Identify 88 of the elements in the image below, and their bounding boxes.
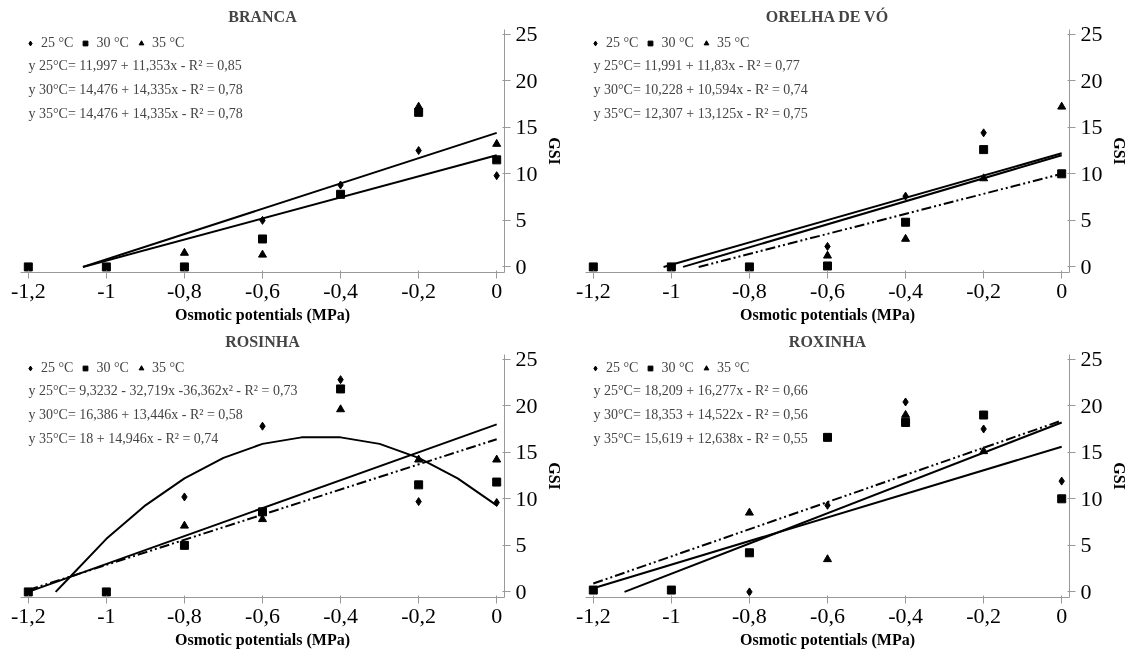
y-tick-label: 5 [1080,207,1092,233]
x-axis-title: Osmotic potentials (MPa) [174,630,351,649]
legend-label: 25 °C [606,35,639,51]
x-tick-label: -0,2 [966,277,1002,303]
x-tick-label: -0,8 [167,277,202,303]
x-axis-title: Osmotic potentials (MPa) [174,305,351,324]
x-tick-label: 0 [1056,277,1068,303]
x-tick-label: -0,8 [732,602,767,628]
y-axis-title: GSI [1110,137,1128,165]
x-tick-label: -0,2 [966,602,1002,628]
x-tick-label: -1 [662,277,681,303]
annotation: y 30°C= 10,228 + 10,594x - R² = 0,74 [593,81,808,97]
y-tick-label: 15 [515,439,538,465]
annotation: y 25°C= 9,3232 - 32,719x -36,362x² - R² = 0,73 [28,382,298,398]
x-tick-label: -1,2 [10,602,46,628]
y-tick-label: 20 [1080,392,1103,418]
x-tick-label: -0,2 [401,277,437,303]
legend-label: 35 °C [151,35,185,51]
annotation: y 25°C= 18,209 + 16,277x - R² = 0,66 [593,382,808,398]
annotation: y 35°C= 14,476 + 14,335x - R² = 0,78 [28,105,243,121]
annotation: y 30°C= 14,476 + 14,335x - R² = 0,78 [28,81,243,97]
x-tick-label: -1 [97,602,116,628]
chart-title: ROXINHA [788,332,867,350]
x-tick-label: -0,2 [401,602,437,628]
annotation: y 35°C= 15,619 + 12,638x - R² = 0,55 [593,430,808,446]
x-tick-label: -1 [97,277,116,303]
y-axis-title: GSI [545,462,563,490]
y-tick-label: 15 [1080,439,1103,465]
legend-label: 35 °C [151,360,185,376]
legend-label: 30 °C [661,35,694,51]
y-tick-label: 5 [515,207,527,233]
legend-label: 30 °C [96,360,129,376]
legend-label: 30 °C [96,35,129,51]
annotation: y 30°C= 18,353 + 14,522x - R² = 0,56 [593,406,808,422]
y-tick-label: 0 [515,578,527,604]
x-tick-label: -0,4 [888,602,923,628]
x-tick-label: -0,6 [245,602,280,628]
y-tick-label: 10 [1080,160,1103,186]
y-tick-label: 15 [1080,114,1103,140]
chart-title: BRANCA [228,7,298,25]
x-tick-label: -0,4 [323,277,358,303]
y-tick-label: 25 [1080,21,1103,47]
y-tick-label: 0 [1080,578,1092,604]
legend-label: 25 °C [606,360,639,376]
annotation: y 25°C= 11,997 + 11,353x - R² = 0,85 [28,57,242,73]
legend-label: 25 °C [41,35,74,51]
x-tick-label: -0,8 [167,602,202,628]
x-tick-label: -0,6 [810,602,845,628]
y-tick-label: 5 [1080,532,1092,558]
x-tick-label: -0,6 [245,277,280,303]
legend-label: 35 °C [716,35,750,51]
legend-label: 25 °C [41,360,74,376]
y-tick-label: 0 [515,253,527,279]
x-tick-label: -1,2 [575,277,611,303]
y-tick-label: 25 [515,346,538,372]
x-tick-label: -0,4 [323,602,358,628]
legend-label: 35 °C [716,360,750,376]
chart-title: ROSINHA [225,332,301,350]
x-tick-label: -1,2 [575,602,611,628]
y-tick-label: 20 [1080,67,1103,93]
x-tick-label: 0 [491,277,503,303]
y-tick-label: 15 [515,114,538,140]
annotation: y 25°C= 11,991 + 11,83x - R² = 0,77 [593,57,800,73]
x-tick-label: -0,4 [888,277,923,303]
annotation: y 35°C= 18 + 14,946x - R² = 0,74 [28,430,219,446]
y-tick-label: 20 [515,67,538,93]
x-axis-title: Osmotic potentials (MPa) [739,630,916,649]
y-tick-label: 25 [1080,346,1103,372]
y-tick-label: 0 [1080,253,1092,279]
y-tick-label: 10 [515,485,538,511]
x-tick-label: 0 [491,602,503,628]
y-tick-label: 5 [515,532,527,558]
x-tick-label: -1 [662,602,681,628]
x-tick-label: -0,6 [810,277,845,303]
y-axis-title: GSI [1110,462,1128,490]
annotation: y 35°C= 12,307 + 13,125x - R² = 0,75 [593,105,808,121]
legend-label: 30 °C [661,360,694,376]
x-tick-label: -1,2 [10,277,46,303]
y-tick-label: 10 [1080,485,1103,511]
x-tick-label: -0,8 [732,277,767,303]
y-axis-title: GSI [545,137,563,165]
annotation: y 30°C= 16,386 + 13,446x - R² = 0,58 [28,406,243,422]
x-tick-label: 0 [1056,602,1068,628]
y-tick-label: 25 [515,21,538,47]
x-axis-title: Osmotic potentials (MPa) [739,305,916,324]
y-tick-label: 10 [515,160,538,186]
y-tick-label: 20 [515,392,538,418]
chart-title: ORELHA DE VÓ [765,6,889,25]
